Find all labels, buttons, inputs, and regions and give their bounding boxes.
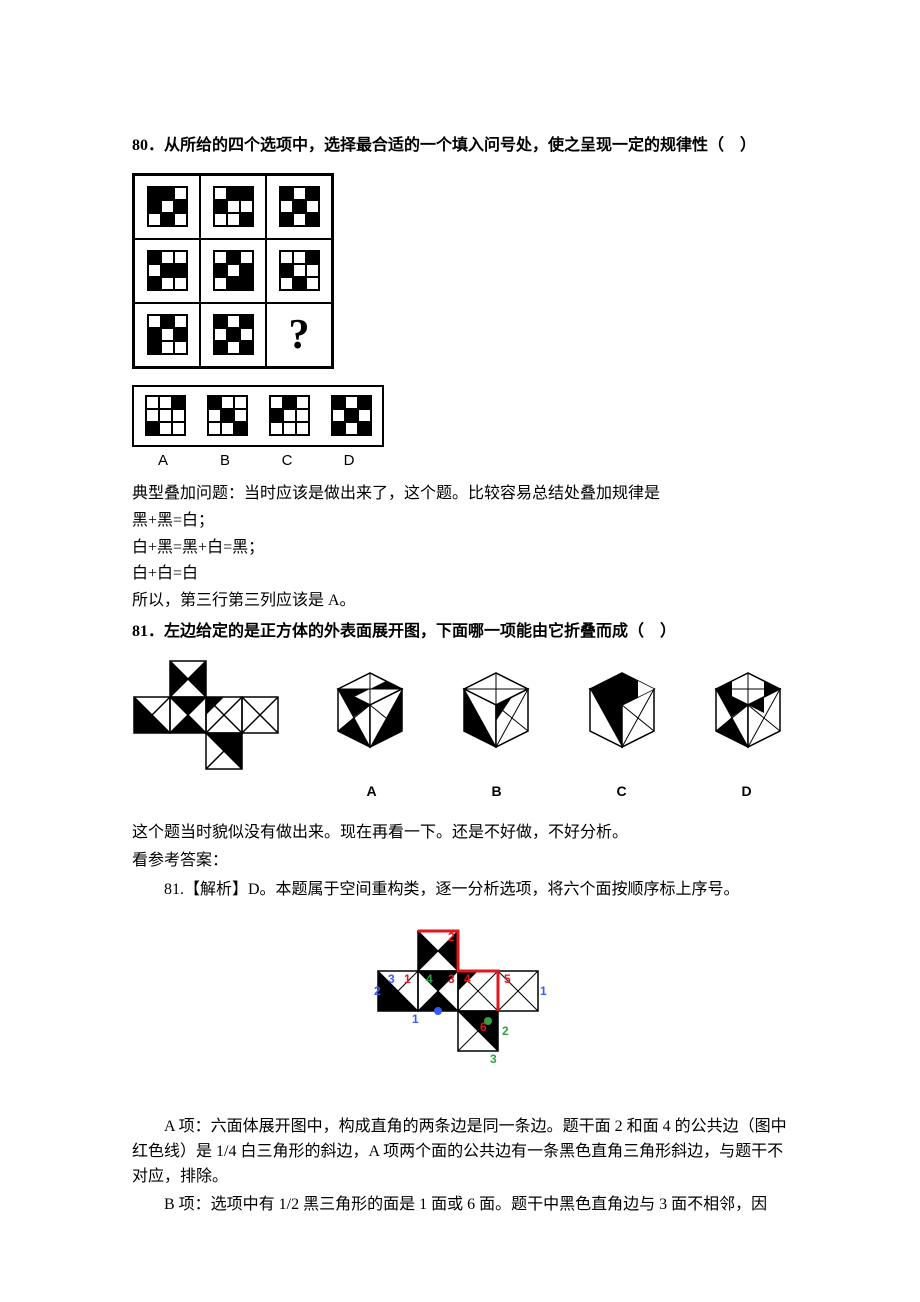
facenum-2: 2	[448, 930, 455, 944]
q81-analysis-a: A 项：六面体展开图中，构成直角的两条边是同一条边。题干面 2 和面 4 的公共…	[132, 1115, 788, 1189]
grid-cell	[266, 239, 332, 303]
cube-net	[132, 659, 284, 775]
cube-option-d	[704, 659, 788, 751]
q81-label-b: B	[455, 781, 538, 803]
grid-cell	[200, 175, 266, 239]
opt-label-a: A	[132, 449, 194, 472]
smallnum-2g: 2	[502, 1024, 509, 1038]
opt-label-b: B	[194, 449, 256, 472]
smallnum-1: 1	[412, 1012, 419, 1026]
facenum-5: 5	[504, 972, 511, 986]
option-cell-c	[258, 387, 320, 445]
q80-figure-grid: ?	[132, 173, 334, 369]
option-cell-b	[196, 387, 258, 445]
smallnum-2: 2	[374, 984, 381, 998]
q80-expl-3: 白+黑=黑+白=黑；	[132, 536, 788, 561]
q81-note-2: 看参考答案：	[132, 849, 788, 874]
grid-cell	[266, 175, 332, 239]
cube-option-c	[578, 659, 662, 751]
q80-stem: 80．从所给的四个选项中，选择最合适的一个填入问号处，使之呈现一定的规律性（ ）	[132, 134, 788, 159]
facenum-6: 6	[480, 1020, 487, 1034]
q81-option-labels: A B C D	[330, 781, 788, 803]
grid-cell	[200, 303, 266, 367]
q81-analysis-figure: 2 3 2 1 4 3 4 5 1 1 6 2 3	[132, 923, 788, 1091]
question-mark: ?	[289, 314, 310, 356]
grid-cell	[134, 239, 200, 303]
q80-options-row	[132, 385, 384, 447]
q80-expl-4: 白+白=白	[132, 562, 788, 587]
facenum-1: 1	[404, 972, 411, 986]
grid-cell	[200, 239, 266, 303]
cube-option-a	[326, 659, 410, 751]
q81-label-c: C	[580, 781, 663, 803]
facenum-3: 3	[448, 972, 455, 986]
q81-analysis-title: 81.【解析】D。本题属于空间重构类，逐一分析选项，将六个面按顺序标上序号。	[132, 878, 788, 903]
cube-option-b	[452, 659, 536, 751]
smallnum-1b: 1	[540, 984, 547, 998]
smallnum-3: 3	[388, 972, 395, 986]
opt-label-c: C	[256, 449, 318, 472]
q81-label-d: D	[705, 781, 788, 803]
q80-option-labels: A B C D	[132, 449, 380, 472]
q81-stem: 81．左边给定的是正方体的外表面展开图，下面哪一项能由它折叠而成（ ）	[132, 620, 788, 645]
q81-analysis-b: B 项：选项中有 1/2 黑三角形的面是 1 面或 6 面。题干中黑色直角边与 …	[132, 1193, 788, 1218]
q80-expl-1: 典型叠加问题：当时应该是做出来了，这个题。比较容易总结处叠加规律是	[132, 482, 788, 507]
q80-expl-2: 黑+黑=白；	[132, 509, 788, 534]
option-cell-a	[134, 387, 196, 445]
facenum-4: 4	[464, 972, 471, 986]
q81-note-1: 这个题当时貌似没有做出来。现在再看一下。还是不好做，不好分析。	[132, 821, 788, 846]
grid-cell	[134, 303, 200, 367]
grid-cell	[134, 175, 200, 239]
smallnum-4g: 4	[426, 972, 433, 986]
q81-label-a: A	[330, 781, 413, 803]
smallnum-3g: 3	[490, 1052, 497, 1066]
opt-label-d: D	[318, 449, 380, 472]
grid-cell: ?	[266, 303, 332, 367]
option-cell-d	[320, 387, 382, 445]
q80-expl-5: 所以，第三行第三列应该是 A。	[132, 589, 788, 614]
q81-figure-row	[132, 659, 788, 775]
